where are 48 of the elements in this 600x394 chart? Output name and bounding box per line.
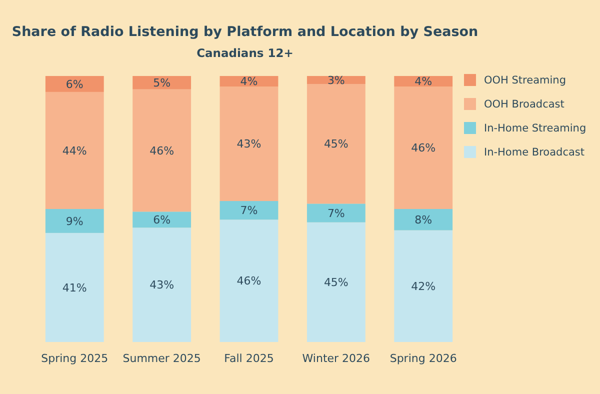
chart-title: Share of Radio Listening by Platform and Location by Season bbox=[12, 24, 478, 40]
bar bbox=[45, 232, 104, 342]
legend-label: OOH Broadcast bbox=[484, 98, 564, 111]
bar bbox=[306, 84, 366, 204]
data-label: 5% bbox=[153, 76, 171, 90]
x-tick-label: Spring 2026 bbox=[390, 352, 457, 365]
data-label: 9% bbox=[66, 214, 84, 228]
bar bbox=[394, 86, 453, 209]
bar bbox=[132, 89, 192, 212]
bar bbox=[132, 76, 192, 90]
x-tick-label: Summer 2025 bbox=[122, 352, 201, 365]
bar bbox=[45, 209, 104, 233]
data-label: 7% bbox=[240, 204, 258, 218]
bar bbox=[132, 228, 192, 342]
data-label: 43% bbox=[236, 138, 262, 151]
data-label: 46% bbox=[150, 144, 174, 158]
x-tick-label: Winter 2026 bbox=[302, 352, 370, 365]
legend-label: In-Home Streaming bbox=[484, 122, 586, 135]
bar bbox=[220, 86, 278, 202]
chart-subtitle: Canadians 12+ bbox=[196, 46, 294, 60]
data-label: 7% bbox=[327, 206, 345, 220]
bar bbox=[306, 222, 366, 342]
data-label: 46% bbox=[236, 274, 262, 288]
data-label: 45% bbox=[324, 276, 348, 289]
x-tick-label: Fall 2025 bbox=[224, 352, 274, 365]
data-label: 45% bbox=[324, 138, 348, 151]
legend-label: In-Home Broadcast bbox=[484, 146, 584, 159]
legend-label: OOH Streaming bbox=[484, 74, 566, 87]
x-tick-label: Spring 2025 bbox=[41, 352, 108, 365]
data-label: 4% bbox=[240, 75, 258, 88]
data-label: 43% bbox=[150, 278, 174, 292]
bar bbox=[45, 92, 104, 209]
bar bbox=[220, 201, 278, 220]
bar bbox=[45, 76, 104, 92]
data-label: 44% bbox=[62, 144, 87, 158]
data-label: 6% bbox=[66, 78, 84, 91]
data-label: 41% bbox=[62, 281, 87, 294]
data-label: 42% bbox=[411, 280, 436, 293]
bar bbox=[394, 230, 453, 342]
bar bbox=[306, 204, 366, 222]
data-label: 3% bbox=[327, 74, 345, 87]
data-label: 46% bbox=[411, 142, 436, 155]
data-label: 4% bbox=[414, 75, 432, 88]
data-label: 6% bbox=[153, 213, 171, 226]
bar bbox=[394, 209, 453, 230]
data-label: 8% bbox=[414, 213, 432, 226]
bar bbox=[220, 220, 278, 342]
bar bbox=[132, 212, 192, 228]
